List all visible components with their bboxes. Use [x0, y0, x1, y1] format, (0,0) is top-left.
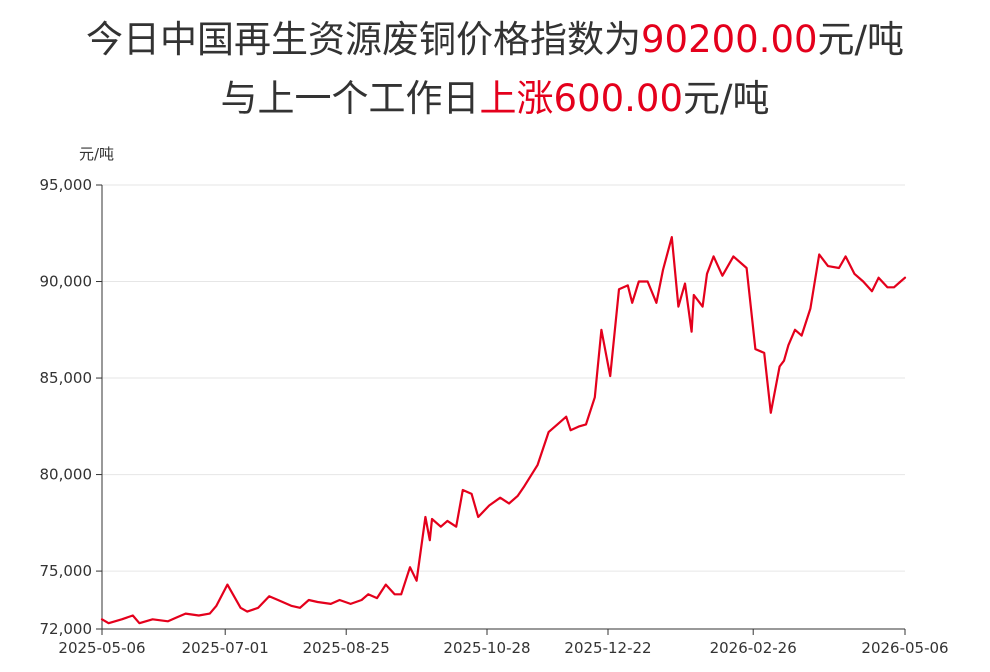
y-tick-label: 72,000 [40, 620, 93, 638]
y-tick-label: 90,000 [40, 273, 93, 291]
x-tick-label: 2025-05-06 [58, 639, 145, 657]
title-line2-change: 上涨600.00 [480, 77, 683, 120]
x-tick-label: 2025-07-01 [182, 639, 269, 657]
series-line [100, 236, 907, 625]
chart-title-line2: 与上一个工作日上涨600.00元/吨 [221, 77, 770, 120]
title-line1-suffix: 元/吨 [818, 18, 904, 61]
x-tick-label: 2025-08-25 [303, 639, 390, 657]
chart-title-line1: 今日中国再生资源废铜价格指数为90200.00元/吨 [86, 18, 904, 61]
x-tick-label: 2025-10-28 [443, 639, 530, 657]
y-tick-label: 80,000 [40, 466, 93, 484]
y-axis-ticks: 72,000 75,000 80,000 85,000 90,000 95,000 [40, 176, 102, 638]
y-tick-label: 95,000 [40, 176, 93, 194]
gridlines [102, 184, 905, 572]
y-tick-label: 85,000 [40, 369, 93, 387]
title-line1-value: 90200.00 [641, 18, 818, 61]
x-axis-ticks: 2025-05-06 2025-07-01 2025-08-25 2025-10-28… [58, 629, 949, 657]
y-axis-unit-label: 元/吨 [79, 145, 114, 163]
title-line1-prefix: 今日中国再生资源废铜价格指数为 [86, 18, 641, 61]
y-tick-label: 75,000 [40, 562, 93, 580]
x-tick-label: 2025-12-22 [564, 639, 651, 657]
x-tick-label: 2026-02-26 [710, 639, 797, 657]
x-tick-label: 2026-05-06 [861, 639, 948, 657]
title-line2-prefix: 与上一个工作日 [221, 77, 480, 120]
title-line2-suffix: 元/吨 [683, 77, 769, 120]
